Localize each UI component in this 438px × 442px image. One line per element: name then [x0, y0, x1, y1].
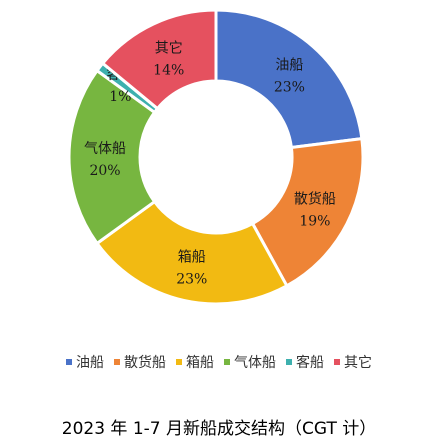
slice-name-label-3: 气体船 [84, 141, 126, 157]
legend-item-5: 其它 [334, 352, 372, 372]
legend-item-4: 客船 [286, 352, 324, 372]
legend-label-3: 气体船 [234, 355, 276, 371]
slice-value-label-3: 20% [89, 163, 120, 179]
legend-label-1: 散货船 [124, 355, 166, 371]
chart-title: 2023 年 1-7 月新船成交结构（CGT 计） [61, 419, 377, 439]
slice-name-label-5: 其它 [155, 40, 183, 57]
legend-swatch-0 [66, 359, 72, 365]
slice-value-label-4: 1% [109, 89, 131, 105]
slice-value-label-5: 14% [153, 63, 184, 79]
legend-item-1: 散货船 [114, 352, 166, 372]
legend-item-0: 油船 [66, 352, 104, 372]
legend-label-5: 其它 [344, 355, 372, 371]
legend-label-2: 箱船 [186, 355, 214, 371]
slice-value-label-1: 19% [299, 213, 330, 229]
donut-slice-3 [67, 69, 157, 245]
legend-swatch-1 [114, 359, 120, 365]
donut-slice-5 [101, 8, 218, 111]
slice-name-label-1: 散货船 [294, 190, 336, 207]
donut-slice-2 [95, 200, 289, 306]
slice-value-label-2: 23% [176, 271, 207, 287]
slice-name-label-0: 油船 [275, 58, 303, 74]
donut-slice-1 [251, 137, 365, 288]
legend-label-0: 油船 [76, 355, 104, 371]
donut-slice-0 [214, 8, 364, 149]
legend: 油船 散货船 箱船 气体船 客船 其它 [0, 352, 438, 372]
legend-item-3: 气体船 [224, 352, 276, 372]
slice-value-label-0: 23% [274, 80, 305, 96]
legend-swatch-3 [224, 359, 230, 365]
legend-item-2: 箱船 [176, 352, 214, 372]
legend-swatch-5 [334, 359, 340, 365]
legend-label-4: 客船 [296, 355, 324, 371]
slice-name-label-2: 箱船 [178, 249, 206, 265]
legend-swatch-4 [286, 359, 292, 365]
legend-swatch-2 [176, 359, 182, 365]
